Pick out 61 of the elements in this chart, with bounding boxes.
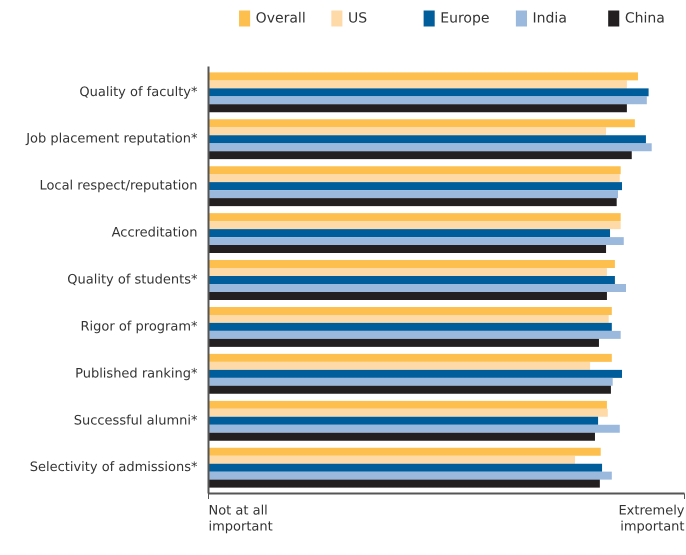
bar (208, 119, 635, 128)
bar (208, 456, 576, 464)
bar (208, 127, 606, 136)
bar (208, 284, 626, 292)
bar (208, 72, 638, 80)
bar (208, 464, 602, 472)
bar (208, 198, 617, 206)
bar (208, 400, 607, 409)
bar (208, 80, 627, 88)
legend-label: Europe (440, 10, 490, 26)
bar (208, 314, 609, 323)
bar (208, 306, 612, 315)
bar (208, 276, 615, 284)
bar (208, 408, 608, 417)
bar (208, 96, 647, 104)
y-tick-label: Job placement reputation* (25, 132, 198, 147)
bar (208, 237, 624, 246)
text: Not at all important (208, 504, 273, 534)
bar (208, 292, 607, 300)
bar (208, 182, 622, 190)
y-tick-label: Quality of faculty* (79, 84, 198, 100)
bar (208, 378, 613, 386)
bar (208, 354, 612, 362)
bar (208, 143, 652, 152)
y-tick-label: Published ranking* (75, 366, 198, 382)
bar (208, 260, 615, 268)
bar (208, 104, 627, 112)
bar (208, 480, 600, 488)
bar (208, 322, 612, 331)
bar (208, 135, 646, 144)
bar (208, 338, 599, 347)
bar (208, 88, 649, 96)
legend-label: China (624, 10, 665, 26)
y-tick-label: Selectivity of admissions* (30, 460, 198, 476)
bar (208, 213, 621, 222)
bar (208, 448, 601, 456)
legend-label: Overall (256, 10, 306, 26)
bar (208, 362, 590, 370)
bar (208, 190, 618, 198)
bar (208, 221, 621, 230)
bar (208, 229, 610, 238)
bar (208, 245, 606, 254)
bar (208, 268, 607, 276)
legend-label: India (532, 10, 567, 26)
bar (208, 166, 621, 174)
y-tick-label: Successful alumni* (74, 413, 198, 428)
bar (208, 424, 620, 433)
y-tick-label: Local respect/reputation (39, 178, 198, 194)
bar (208, 174, 620, 182)
bar (208, 416, 598, 425)
bar (208, 370, 622, 378)
y-tick-label: Rigor of program* (80, 319, 198, 334)
bar (208, 151, 632, 160)
legend-label: US (348, 10, 368, 26)
y-tick-label: Accreditation (112, 226, 198, 241)
bar (208, 432, 595, 441)
y-tick-label: Quality of students* (67, 272, 198, 288)
text: Extremely important (618, 504, 685, 534)
bar (208, 386, 611, 394)
bar (208, 330, 621, 339)
bar (208, 472, 612, 480)
